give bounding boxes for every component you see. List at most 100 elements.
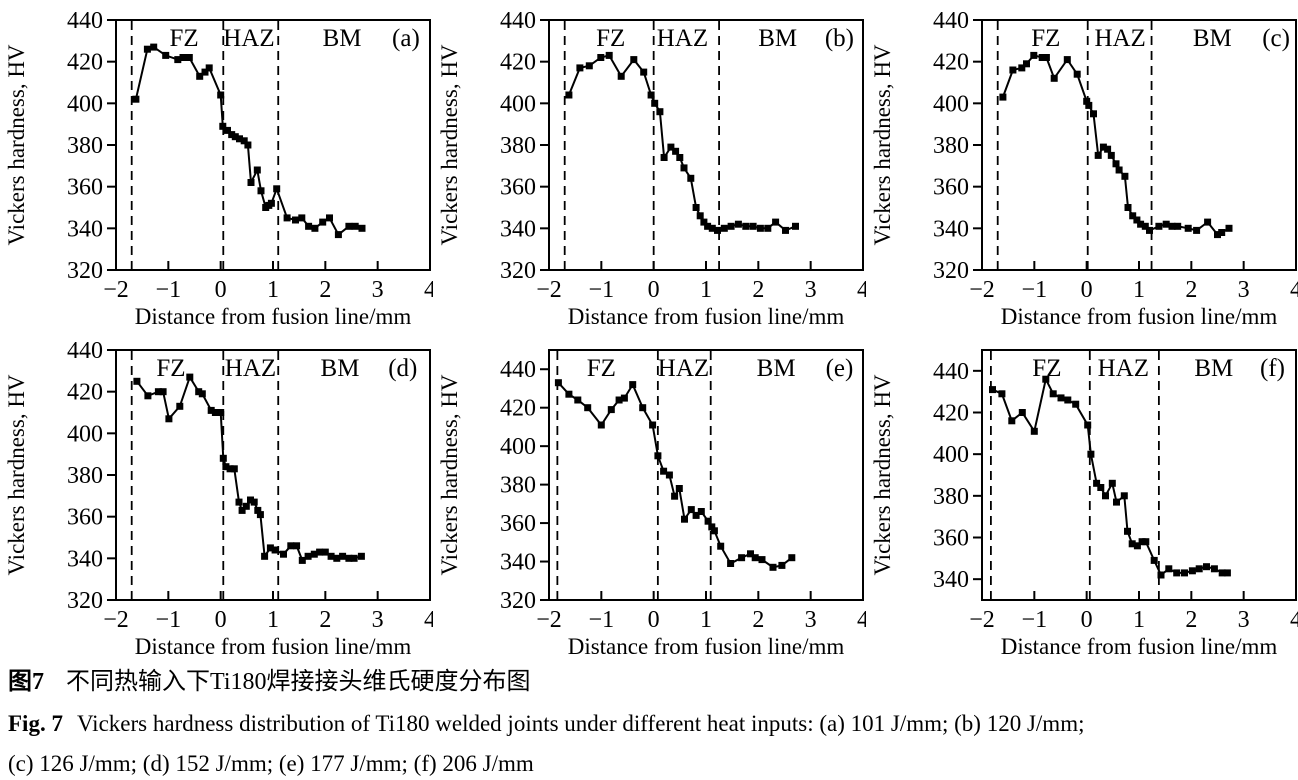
x-tick-label: 0 [648,607,660,633]
data-point [651,99,659,107]
data-point [1181,569,1188,577]
data-point [311,224,319,232]
plot-box [981,349,1297,601]
y-axis-title: Vickers hardness, HV [870,374,895,575]
x-axis-title: Distance from fusion line/mm [135,634,412,659]
data-point [654,452,662,460]
data-point [150,43,158,51]
data-point [230,465,238,473]
x-tick-label: −1 [1022,277,1048,303]
data-point [247,179,255,186]
data-point [1157,571,1165,579]
data-point [231,133,239,141]
x-axis-title: Distance from fusion line/mm [1001,304,1278,329]
y-tick-label: 440 [500,8,536,34]
data-point [727,222,735,230]
y-tick-label: 340 [500,550,536,576]
hardness-line [557,382,793,569]
y-axis: 320 340 360 380 400 420 440 [500,8,549,284]
panel-letter: (b) [825,25,854,52]
data-point [792,222,799,230]
data-point [143,45,151,53]
data-point [672,147,680,155]
x-tick-label: 3 [1238,607,1250,633]
y-tick-label: 360 [500,175,536,201]
x-axis: −2 −1 0 1 2 3 4 [969,261,1298,303]
data-point [597,421,605,429]
x-tick-label: 3 [372,607,384,633]
data-point [687,506,695,514]
y-axis-title: Vickers hardness, HV [4,44,29,245]
data-point [333,554,341,562]
data-point [1142,538,1150,546]
y-tick-label: 360 [67,175,103,201]
caption-en-line1-text: Vickers hardness distribution of Ti180 w… [76,710,1085,736]
data-point [574,396,582,404]
y-tick-label: 440 [933,359,969,385]
y-axis: 320 340 360 380 400 420 440 [500,357,549,614]
data-point [749,222,757,230]
data-point [1030,51,1038,59]
data-point [1184,224,1192,232]
data-point [687,174,695,182]
data-point [185,54,193,61]
data-point [640,68,648,76]
data-point [1083,97,1091,105]
data-point [1225,224,1233,232]
y-tick-label: 360 [500,511,536,537]
y-tick-label: 380 [67,463,103,489]
data-point [656,108,664,116]
figure-captions: 图7 不同热输入下Ti180焊接接头维氏硬度分布图 Fig. 7 Vickers h… [0,660,1298,778]
data-point [681,515,688,523]
data-point [1104,145,1112,153]
data-point [1203,563,1210,571]
y-tick-label: 420 [500,396,536,422]
data-point [319,218,327,226]
data-point [144,392,152,400]
x-tick-label: −2 [969,607,995,633]
x-tick-label: −1 [589,607,615,633]
data-point [998,390,1006,398]
y-axis: 340 360 380 400 420 440 [933,359,982,593]
x-axis: −2 −1 0 1 2 3 4 [969,591,1298,633]
data-point [1099,143,1107,151]
y-axis: 320 340 360 380 400 420 440 [67,338,116,614]
chart-svg-b: 320 340 360 380 400 420 440 −2 −1 0 1 2 3 4 FZ HAZ BM (b)… [437,8,866,329]
x-tick-label: 3 [805,607,817,633]
region-label-bm: BM [757,355,796,382]
data-point [326,214,333,222]
panel-letter: (d) [388,355,417,382]
data-point [133,377,141,385]
y-tick-label: 360 [933,526,969,552]
region-label-fz: FZ [156,355,185,382]
x-tick-label: 4 [1290,607,1298,633]
data-point [1097,484,1105,491]
data-point [179,54,187,61]
plot-box [548,349,864,601]
data-point [1120,492,1128,500]
data-points [132,43,366,239]
data-points [565,51,799,234]
data-point [1030,427,1038,435]
chart-svg-c: 320 340 360 380 400 420 440 −2 −1 0 1 2 3 4 FZ HAZ BM (c)… [870,8,1298,329]
data-point [1064,396,1072,404]
data-point [692,204,700,211]
data-point [1146,226,1153,234]
plot-box [115,349,431,601]
data-point [176,402,184,410]
x-tick-label: 0 [648,277,660,303]
data-point [1093,479,1101,487]
data-point [327,552,335,560]
data-point [205,64,213,72]
x-tick-label: 0 [215,277,227,303]
data-point [1218,569,1226,577]
data-point [358,224,366,232]
subplot-c: 320 340 360 380 400 420 440 −2 −1 0 1 2 3 4 FZ HAZ BM (c)… [866,0,1298,330]
data-point [747,550,754,558]
caption-en-line1: Fig. 7 Vickers hardness distribution of T… [8,710,1288,738]
data-point [1057,394,1065,402]
data-point [667,143,675,151]
hardness-line [136,374,362,562]
